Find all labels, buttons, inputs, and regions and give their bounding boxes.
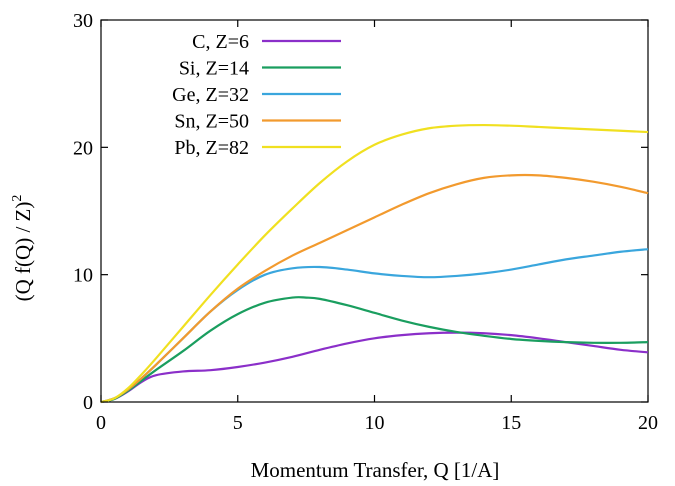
legend: C, Z=6 Si, Z=14 Ge, Z=32 Sn, Z=50 Pb, Z=82 [172,31,341,159]
x-tick-label-3: 15 [501,412,521,434]
tick-labels: 0 5 10 15 20 0 10 20 30 [73,10,658,434]
y-tick-label-1: 10 [73,265,93,287]
series-line-4 [100,123,649,404]
x-tick-label-0: 0 [96,412,106,434]
series-line-1 [100,296,649,404]
x-axis-label: Momentum Transfer, Q [1/A] [251,458,500,482]
x-tick-label-2: 10 [365,412,385,434]
legend-label-4: Pb, Z=82 [174,137,249,159]
legend-label-1: Si, Z=14 [179,58,249,80]
y-tick-label-3: 30 [73,10,93,32]
legend-label-2: Ge, Z=32 [172,84,249,106]
series-line-0 [100,331,649,404]
y-axis-label-text: (Q f(Q) / Z) [11,202,35,302]
y-tick-label-2: 20 [73,137,93,159]
y-axis-label-superscript: 2 [10,195,25,202]
x-tick-label-4: 20 [638,412,658,434]
y-axis-label: (Q f(Q) / Z)2 [10,195,35,302]
legend-label-3: Sn, Z=50 [174,111,249,133]
y-tick-label-0: 0 [83,392,93,414]
legend-label-0: C, Z=6 [192,31,249,53]
series-lines [100,123,649,404]
x-tick-label-1: 5 [233,412,243,434]
axis-ticks [100,19,649,403]
series-line-3 [100,173,649,404]
